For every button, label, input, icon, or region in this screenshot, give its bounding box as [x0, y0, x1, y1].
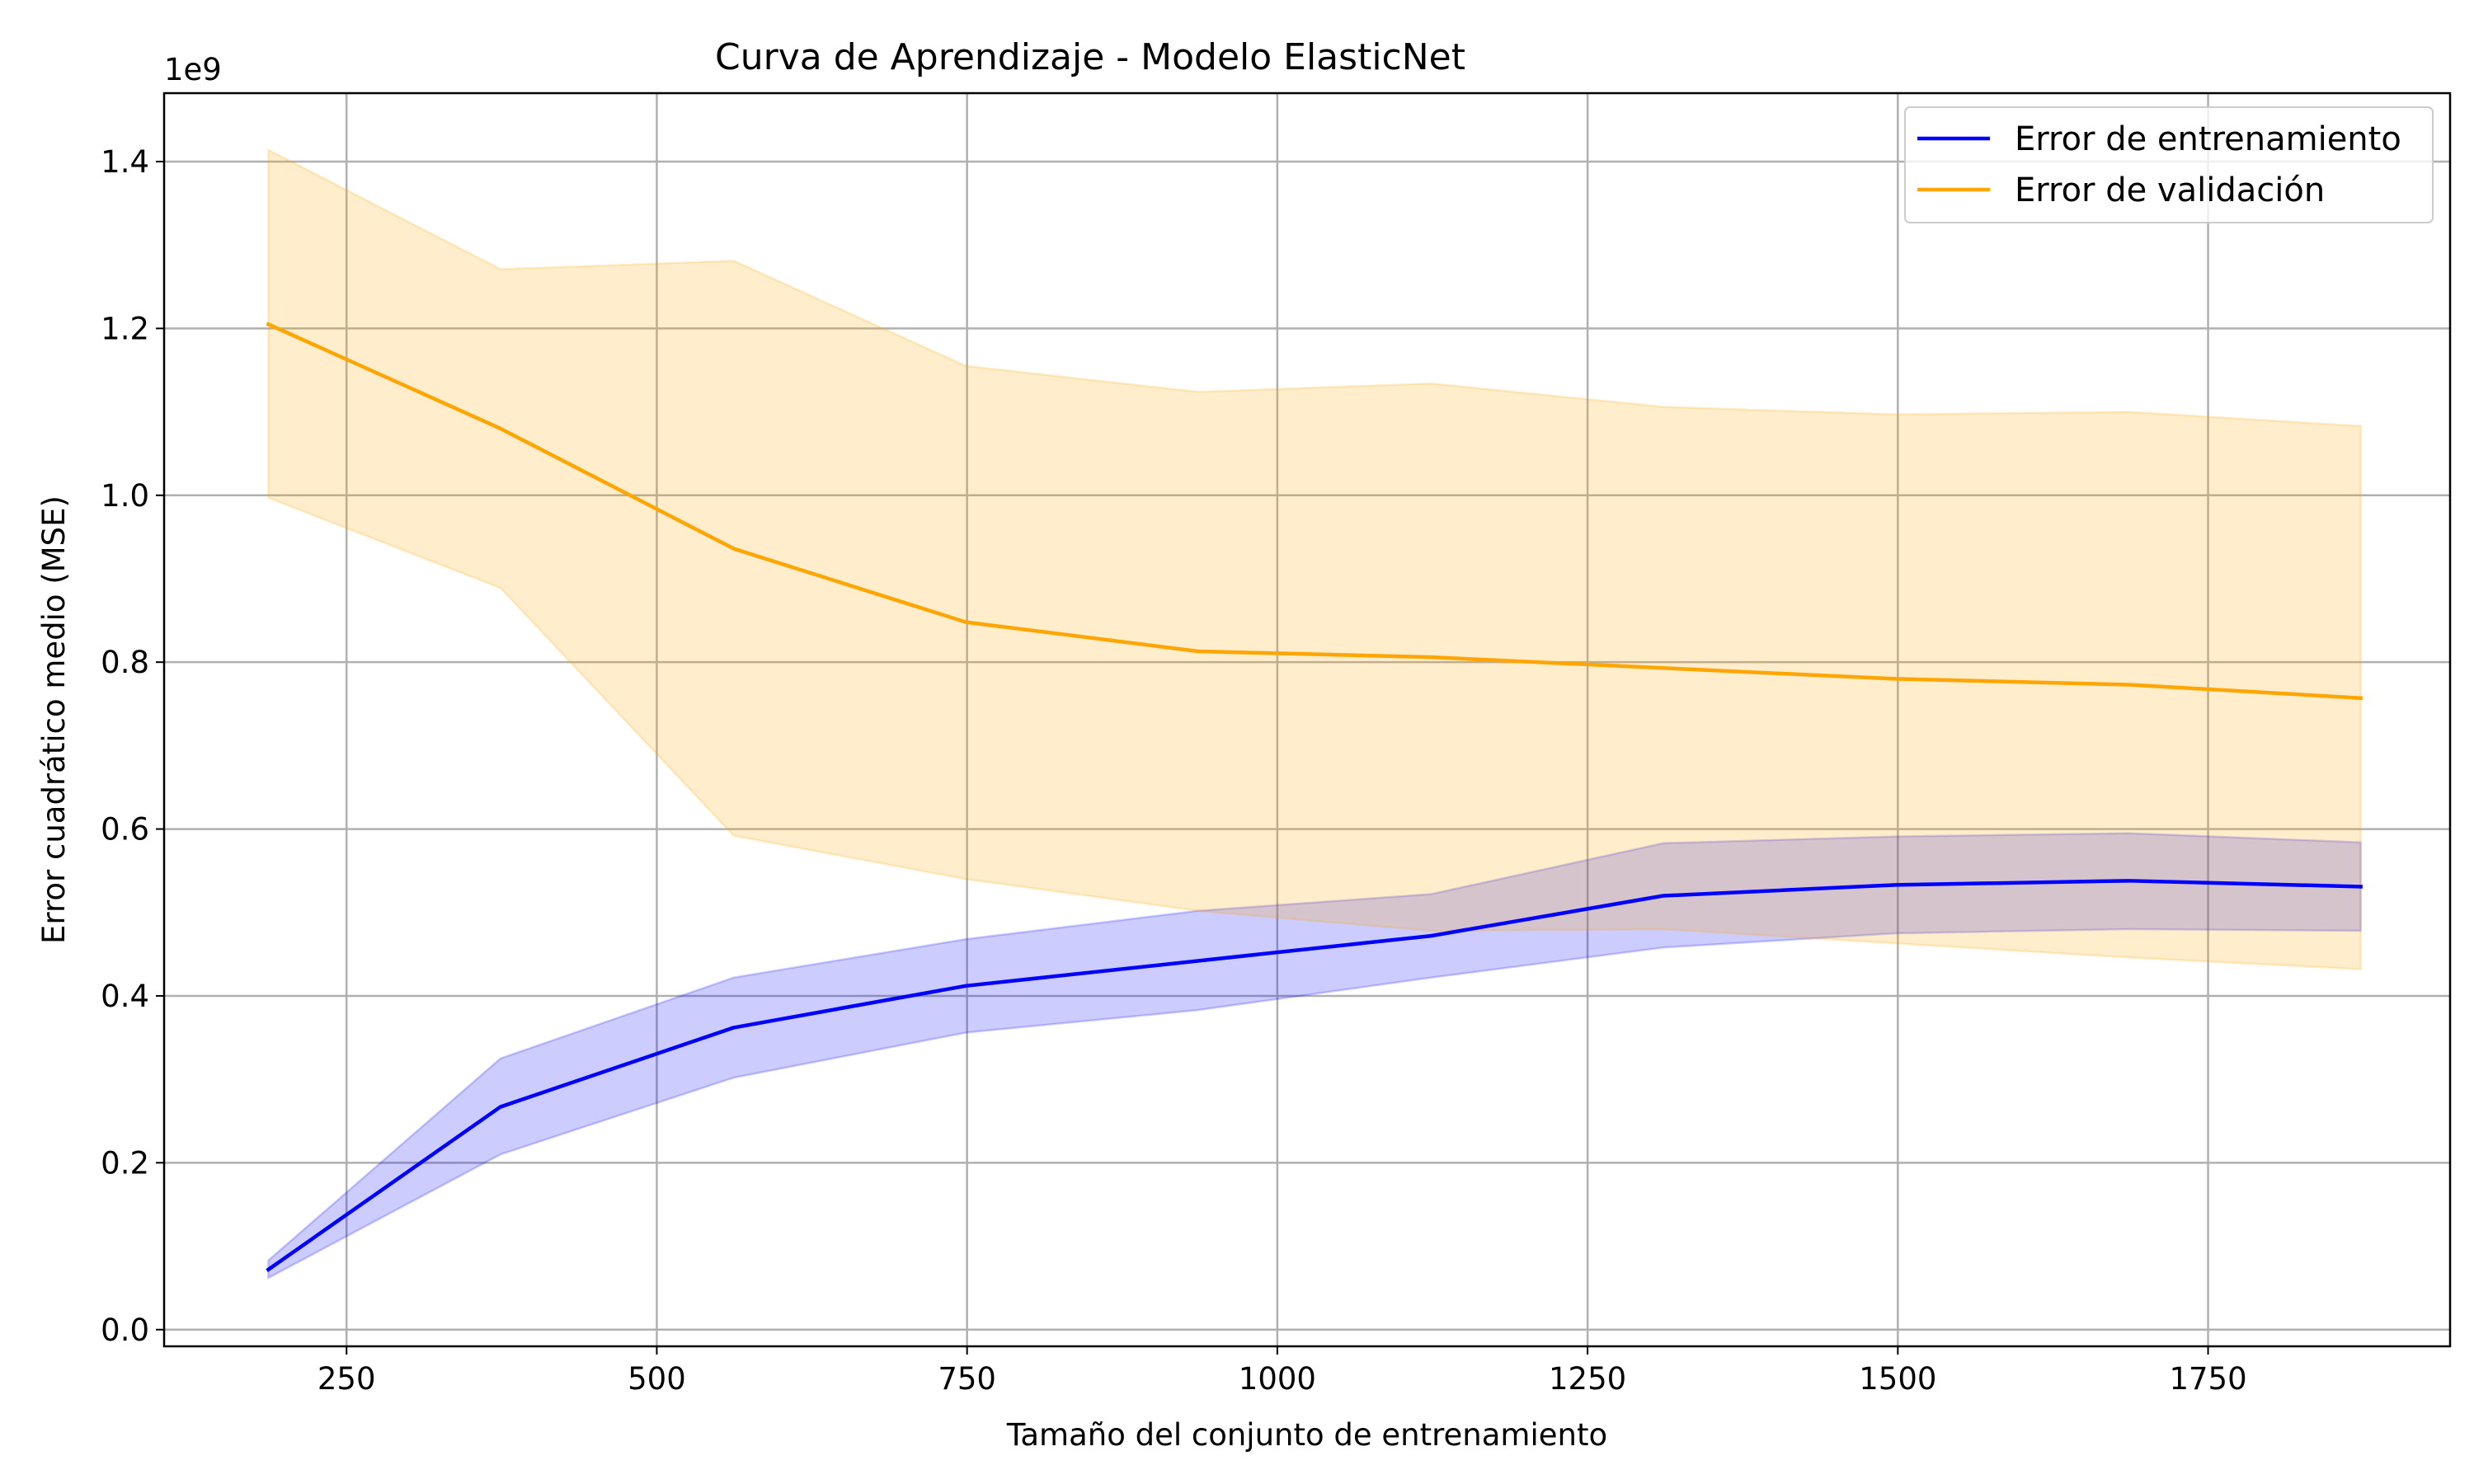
legend-label-validation: Error de validación: [2015, 171, 2325, 209]
band-training: [267, 832, 2362, 1280]
series-lines: [266, 322, 2363, 1273]
y-axis-label: Error cuadrático medio (MSE): [36, 495, 72, 944]
x-tick-label: 500: [628, 1361, 686, 1397]
x-tick-label: 1500: [1859, 1361, 1936, 1397]
y-tick-label: 0.8: [101, 645, 149, 680]
chart-title: Curva de Aprendizaje - Modelo ElasticNet: [715, 36, 1465, 78]
y-tick-label: 1.4: [101, 144, 149, 180]
x-axis-label: Tamaño del conjunto de entrenamiento: [1006, 1417, 1607, 1453]
legend: Error de entrenamiento Error de validaci…: [1904, 106, 2434, 223]
x-tick-label: 1000: [1239, 1361, 1316, 1397]
band-validation: [267, 148, 2362, 970]
y-tick-label: 1.0: [101, 478, 149, 514]
y-tick-label: 0.2: [101, 1145, 149, 1181]
line-validation: [266, 322, 2363, 701]
axis-ticks: 250 500 750 1000 1250 1500 1750 0.0 0.2 0.4 0.6 0.8…: [101, 144, 2246, 1397]
legend-box: [1904, 106, 2434, 223]
line-training: [266, 879, 2363, 1273]
x-tick-label: 1250: [1549, 1361, 1626, 1397]
y-tick-label: 0.0: [101, 1313, 149, 1348]
x-tick-label: 1750: [2169, 1361, 2246, 1397]
y-offset-label: 1e9: [164, 52, 222, 87]
y-tick-label: 0.6: [101, 812, 149, 848]
x-tick-label: 750: [938, 1361, 996, 1397]
legend-label-training: Error de entrenamiento: [2015, 120, 2401, 158]
confidence-bands: [267, 148, 2362, 1280]
plot-frame: [162, 92, 2452, 1348]
y-tick-label: 0.4: [101, 979, 149, 1014]
y-tick-label: 1.2: [101, 311, 149, 346]
grid: [164, 93, 2450, 1346]
x-tick-label: 250: [317, 1361, 376, 1397]
